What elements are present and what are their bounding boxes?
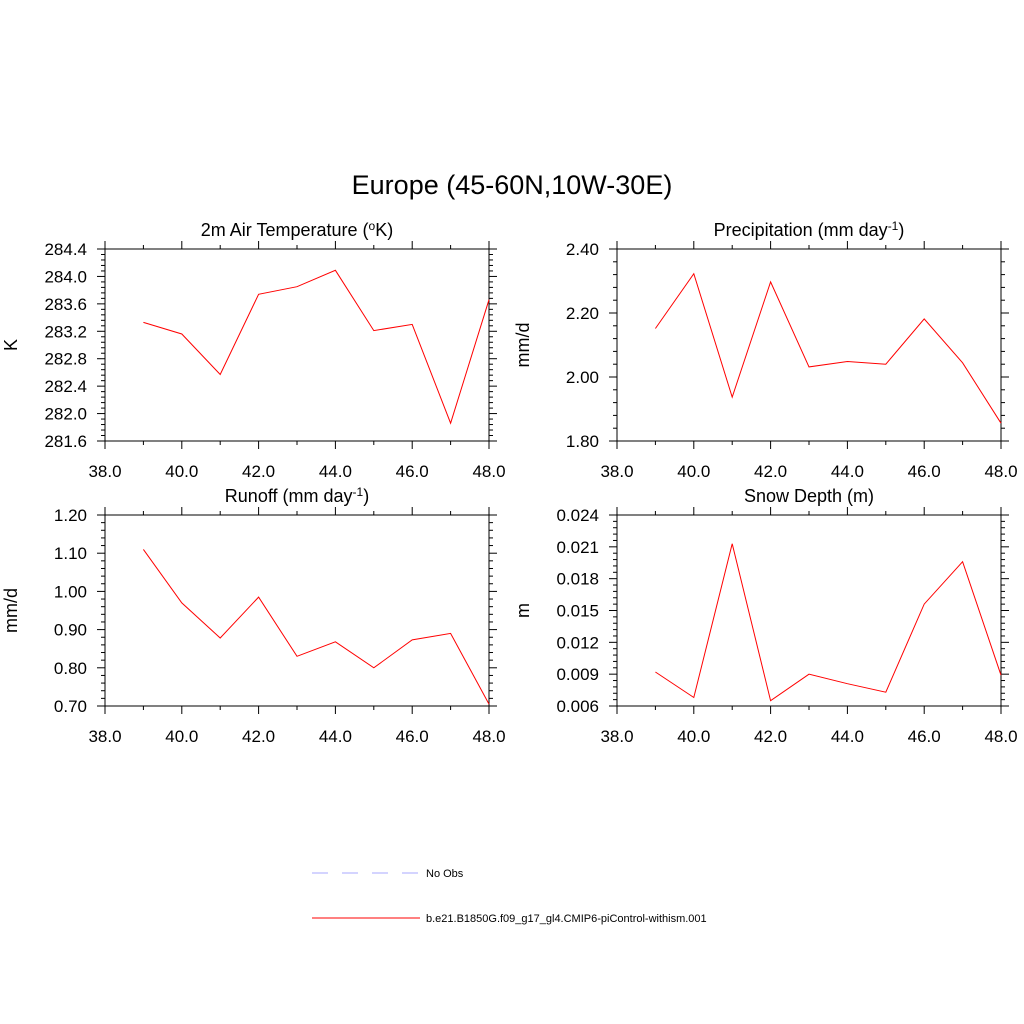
y-tick-label: 282.4 [44,377,87,396]
x-tick-label: 44.0 [831,462,864,481]
y-tick-label: 0.80 [54,659,87,678]
y-tick-label: 2.00 [566,368,599,387]
chart-panel-2: 38.0 40.0 42.0 44.0 46.0 48.0 1.80 2.00 2.20 2.40… [513,219,1018,481]
x-tick-label: 46.0 [908,727,941,746]
x-tick-label: 38.0 [88,462,121,481]
y-tick-label: 1.10 [54,544,87,563]
y-tick-label: 284.4 [44,240,87,259]
y-tick-label: 1.20 [54,506,87,525]
chart-panel-4: 38.0 40.0 42.0 44.0 46.0 48.0 0.006 0.009 0.012 0… [513,486,1018,746]
x-tick-label: 44.0 [319,462,352,481]
y-tick-label: 0.015 [556,602,599,621]
y-axis-label: mm/d [513,323,533,368]
y-tick-label: 0.006 [556,697,599,716]
y-tick-label: 283.6 [44,295,87,314]
y-tick-label: 0.70 [54,697,87,716]
y-axis-label: mm/d [1,588,21,633]
plot-frame [616,514,1002,707]
x-tick-label: 44.0 [831,727,864,746]
x-tick-label: 42.0 [242,727,275,746]
series-line-1 [654,272,1002,424]
figure-title: Europe (45-60N,10W-30E) [352,170,673,200]
x-tick-label: 48.0 [472,462,505,481]
chart-panel-1: 38.0 40.0 42.0 44.0 46.0 48.0 281.6 282.0 282.4 2… [1,219,506,481]
x-tick-label: 46.0 [908,462,941,481]
x-tick-label: 48.0 [984,727,1017,746]
x-tick-label: 42.0 [754,727,787,746]
y-tick-label: 0.009 [556,665,599,684]
plot-frame [104,514,490,707]
y-tick-label: 281.6 [44,432,87,451]
y-tick-label: 0.90 [54,621,87,640]
x-tick-label: 38.0 [600,727,633,746]
y-tick-label: 2.20 [566,304,599,323]
series-line-1 [143,269,490,425]
x-tick-label: 38.0 [88,727,121,746]
y-tick-label: 282.8 [44,350,87,369]
y-tick-label: 0.018 [556,570,599,589]
x-tick-label: 46.0 [396,727,429,746]
x-tick-label: 40.0 [677,462,710,481]
y-tick-label: 0.012 [556,633,599,652]
y-tick-label: 1.00 [54,582,87,601]
x-tick-label: 42.0 [754,462,787,481]
panel-title: 2m Air Temperature (oK) [201,219,393,240]
y-tick-label: 2.40 [566,240,599,259]
x-tick-label: 42.0 [242,462,275,481]
chart-panel-3: 38.0 40.0 42.0 44.0 46.0 48.0 0.70 0.80 0.90 1.00… [1,485,506,746]
y-tick-label: 0.021 [556,538,599,557]
panel-title: Snow Depth (m) [744,486,874,506]
panel-title: Precipitation (mm day-1) [714,219,905,240]
y-tick-label: 282.0 [44,405,87,424]
x-tick-label: 48.0 [984,462,1017,481]
y-axis-label: K [1,339,21,351]
y-tick-label: 1.80 [566,432,599,451]
legend-label-2: b.e21.B1850G.f09_g17_gl4.CMIP6-piControl… [426,913,707,925]
x-tick-label: 48.0 [472,727,505,746]
x-tick-label: 38.0 [600,462,633,481]
y-tick-label: 283.2 [44,322,87,341]
series-line-1 [142,549,490,705]
x-tick-label: 44.0 [319,727,352,746]
y-tick-label: 0.024 [556,506,599,525]
x-tick-label: 46.0 [396,462,429,481]
chart-panels: 38.0 40.0 42.0 44.0 46.0 48.0 281.6 282.0 282.4 2… [1,219,1018,746]
y-tick-label: 284.0 [44,267,87,286]
legend: No Obs b.e21.B1850G.f09_g17_gl4.CMIP6-piC… [312,868,707,925]
x-tick-label: 40.0 [165,727,198,746]
x-tick-label: 40.0 [677,727,710,746]
x-tick-label: 40.0 [165,462,198,481]
series-line-1 [655,543,1002,702]
panel-title: Runoff (mm day-1) [225,485,369,506]
y-axis-label: m [513,603,533,618]
legend-label-1: No Obs [426,868,464,880]
plot-frame [616,248,1002,442]
plot-frame [104,248,490,442]
